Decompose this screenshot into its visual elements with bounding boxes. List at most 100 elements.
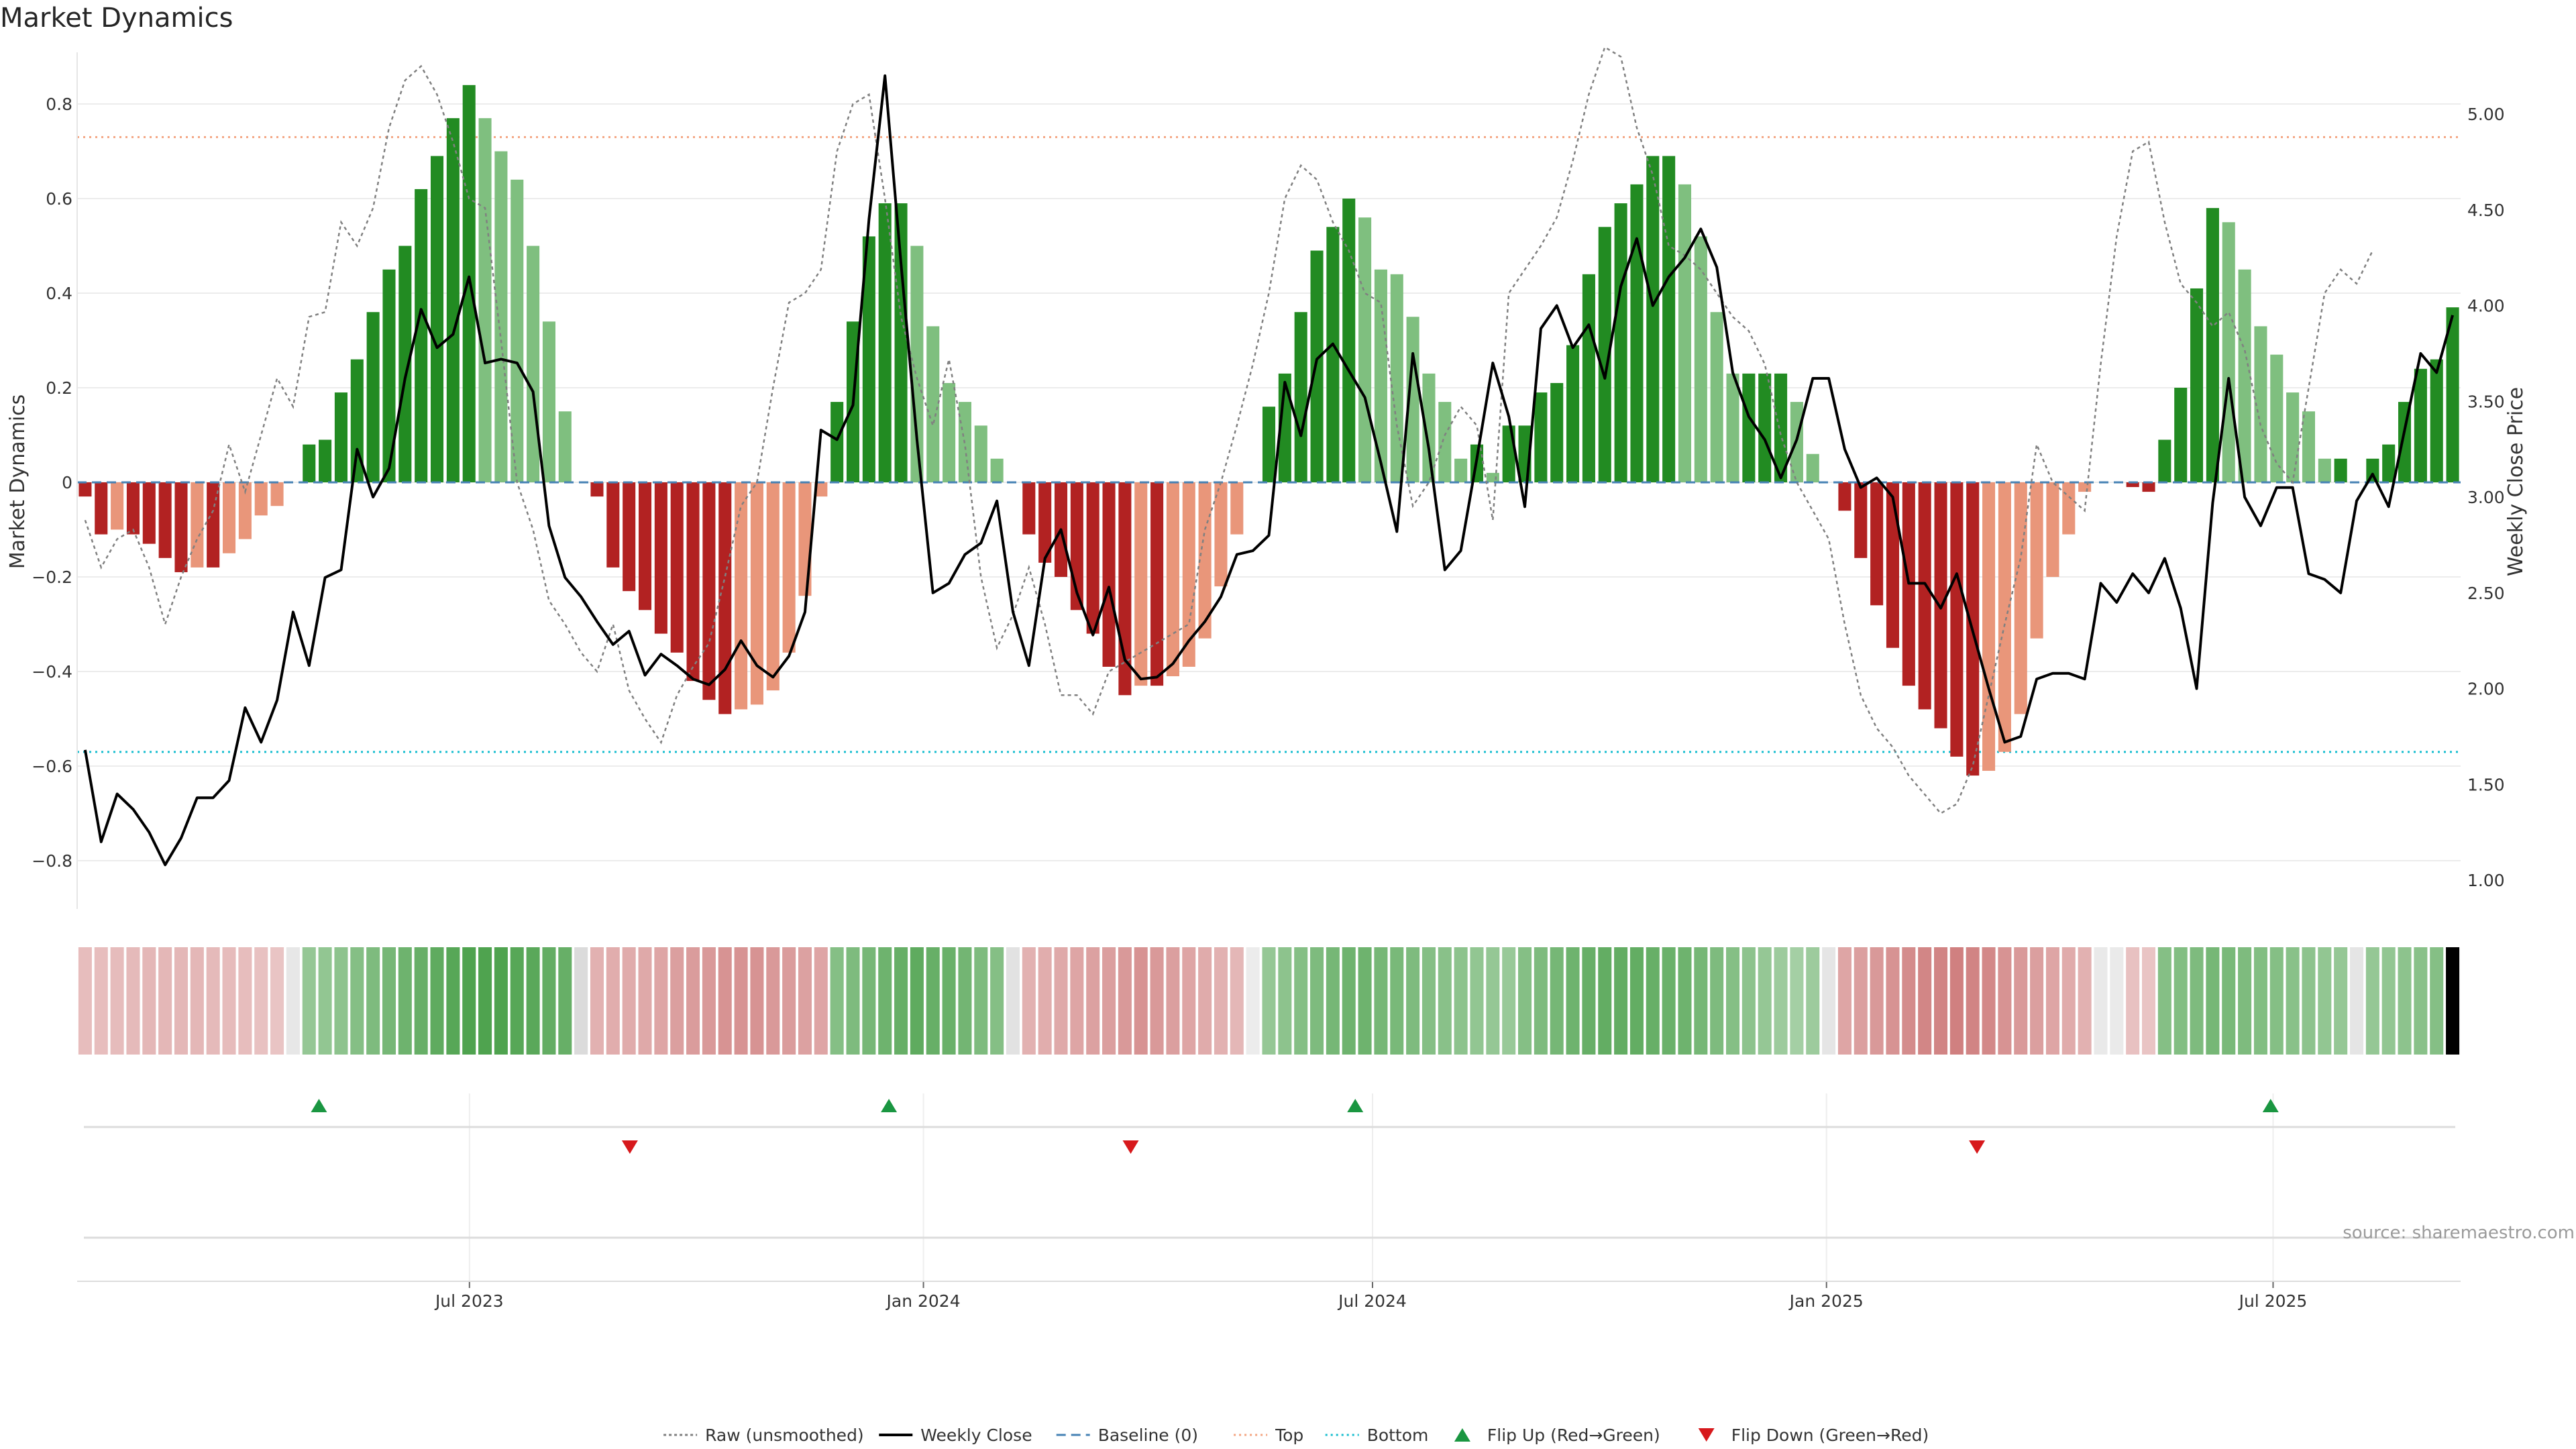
regime-cell: [1438, 947, 1452, 1055]
left-tick-label: 0: [62, 473, 72, 492]
dynamics-bar: [1310, 250, 1324, 482]
dynamics-bar: [1662, 156, 1676, 483]
regime-cell: [2302, 947, 2316, 1055]
left-tick-label: −0.2: [32, 568, 72, 587]
dynamics-bar: [382, 269, 396, 482]
y-axis-label-left: Market Dynamics: [6, 394, 30, 570]
dynamics-bar: [1374, 269, 1387, 482]
regime-cell: [1934, 947, 1948, 1055]
regime-cell: [622, 947, 636, 1055]
regime-cell: [494, 947, 508, 1055]
legend-swatch-flip-down: [1698, 1428, 1715, 1442]
regime-cell: [446, 947, 460, 1055]
dynamics-bar: [1806, 453, 1819, 482]
regime-cell: [398, 947, 412, 1055]
legend-label: Weekly Close: [920, 1426, 1032, 1445]
regime-cell: [1774, 947, 1788, 1055]
raw-line: [84, 46, 2373, 815]
dynamics-bar: [1566, 345, 1580, 482]
regime-cell: [174, 947, 189, 1055]
regime-cell: [2269, 947, 2284, 1055]
regime-cell: [2430, 947, 2444, 1055]
regime-cell: [2414, 947, 2428, 1055]
regime-cell: [1902, 947, 1916, 1055]
regime-cell: [1246, 947, 1260, 1055]
dynamics-bar: [1502, 425, 1515, 482]
regime-cell: [1421, 947, 1436, 1055]
regime-cell: [2110, 947, 2124, 1055]
dynamics-bar: [319, 439, 332, 482]
legend-label: Raw (unsmoothed): [705, 1426, 864, 1445]
regime-cell: [366, 947, 380, 1055]
dynamics-bar: [511, 179, 524, 482]
flip-panel: [311, 1099, 2279, 1154]
regime-cell: [1870, 947, 1884, 1055]
dynamics-bar: [1406, 317, 1419, 482]
dynamics-bar: [2382, 444, 2396, 482]
weekly-close-line: [83, 74, 2455, 867]
dynamics-bar: [2238, 269, 2251, 482]
regime-cell: [1086, 947, 1100, 1055]
dynamics-bar: [1422, 373, 1436, 482]
dynamics-bar: [1678, 184, 1692, 482]
regime-cell: [830, 947, 844, 1055]
source-label: source: sharemaestro.com: [2343, 1223, 2575, 1243]
regime-cell: [814, 947, 828, 1055]
dynamics-bar: [1598, 227, 1611, 482]
dynamics-bar: [2270, 354, 2284, 482]
regime-cell: [1102, 947, 1116, 1055]
dynamics-bar: [2126, 482, 2139, 488]
dynamics-bar: [670, 482, 684, 653]
dynamics-bar: [926, 326, 940, 482]
regime-cell: [350, 947, 364, 1055]
dynamics-bar: [814, 482, 828, 497]
legend-label: Flip Down (Green→Red): [1731, 1426, 1929, 1445]
dynamics-bar: [430, 156, 444, 483]
dynamics-bar: [2142, 482, 2155, 492]
regime-cell: [958, 947, 972, 1055]
regime-cell: [462, 947, 476, 1055]
right-tick-label: 4.50: [2467, 201, 2505, 220]
dynamics-bar: [1774, 373, 1788, 482]
dynamics-bar: [1230, 482, 1244, 535]
regime-cell: [1854, 947, 1868, 1055]
dynamics-bar: [270, 482, 284, 506]
regime-cell: [1822, 947, 1836, 1055]
dynamics-bar: [878, 203, 892, 482]
dynamics-bar: [1038, 482, 1052, 563]
regime-cell: [1806, 947, 1820, 1055]
right-tick-label: 5.00: [2467, 105, 2505, 124]
regime-cell: [2318, 947, 2332, 1055]
regime-cell: [1614, 947, 1628, 1055]
regime-cell: [430, 947, 444, 1055]
regime-cell: [686, 947, 700, 1055]
regime-cell: [1710, 947, 1724, 1055]
regime-cell: [286, 947, 300, 1055]
dynamics-bar: [910, 246, 924, 482]
dynamics-bar: [1150, 482, 1164, 686]
regime-cell: [1502, 947, 1516, 1055]
left-tick-label: −0.8: [32, 851, 72, 871]
regime-cell: [990, 947, 1004, 1055]
regime-cell: [2126, 947, 2140, 1055]
regime-cell: [2157, 947, 2171, 1055]
regime-cell: [238, 947, 252, 1055]
dynamics-bars: [78, 85, 2459, 776]
dynamics-bar: [718, 482, 732, 714]
regime-cell: [558, 947, 572, 1055]
dynamics-bar: [334, 392, 347, 482]
regime-cell: [1758, 947, 1772, 1055]
regime-cell: [2094, 947, 2108, 1055]
regime-cell: [862, 947, 876, 1055]
regime-cell: [1134, 947, 1148, 1055]
dynamics-bar: [95, 482, 108, 535]
regime-cell: [606, 947, 620, 1055]
dynamics-bar: [78, 482, 92, 497]
regime-cell: [878, 947, 892, 1055]
regime-cell: [110, 947, 124, 1055]
regime-cell: [1406, 947, 1420, 1055]
flip-up-marker: [2262, 1099, 2279, 1112]
regime-cell: [1534, 947, 1548, 1055]
dynamics-bar: [1614, 203, 1627, 482]
